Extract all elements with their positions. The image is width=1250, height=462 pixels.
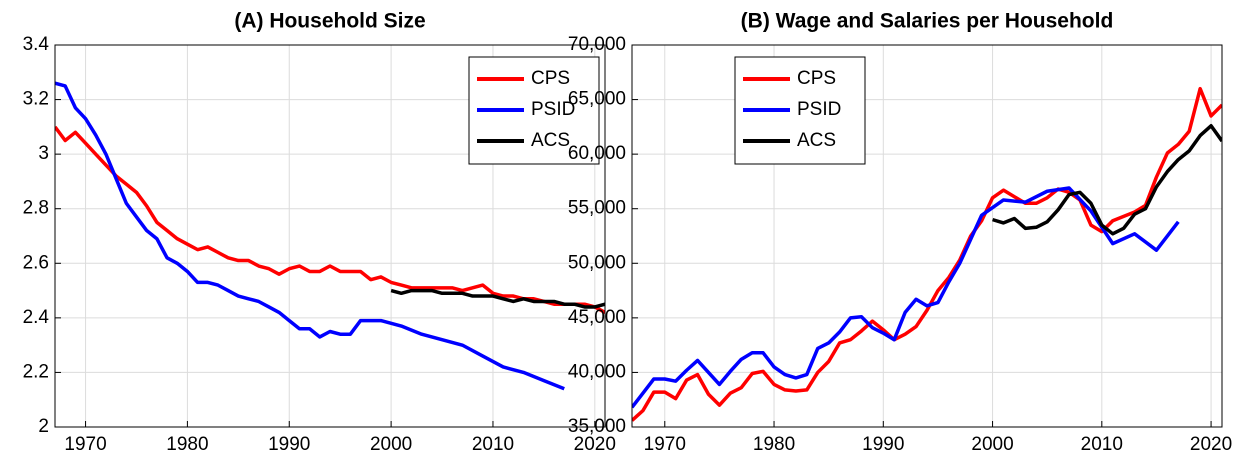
y-tick-label: 3.4 — [23, 34, 50, 55]
chart-title: (A) Household Size — [234, 10, 425, 33]
y-tick-label: 40,000 — [568, 361, 626, 382]
axes-box — [54, 44, 606, 428]
x-tick-label: 1990 — [862, 434, 904, 455]
x-tick-label: 2010 — [472, 434, 514, 455]
x-tick-label: 2020 — [1190, 434, 1232, 455]
data-line — [390, 288, 605, 309]
y-tick-label: 3.2 — [23, 89, 49, 110]
data-line — [55, 125, 605, 314]
data-line — [992, 124, 1222, 236]
x-tick-label: 2010 — [1081, 434, 1123, 455]
y-tick-label: 2.6 — [23, 252, 49, 273]
plot-area — [632, 45, 1222, 427]
series-group — [55, 81, 605, 391]
data-line — [632, 86, 1222, 422]
y-tick-label: 45,000 — [568, 307, 626, 328]
x-tick-label: 2000 — [971, 434, 1013, 455]
y-tick-label: 55,000 — [568, 198, 626, 219]
x-tick-label: 1990 — [268, 434, 310, 455]
series-group — [632, 86, 1222, 422]
data-line — [632, 186, 1180, 409]
x-tick-label: 2000 — [370, 434, 412, 455]
legend-label: ACS — [797, 130, 836, 151]
legend-label: CPS — [797, 68, 836, 89]
panel: (A) Household Size 2 2.2 2.4 2.6 2.8 3 3.2 3.4 19… — [23, 10, 616, 455]
y-tick-label: 35,000 — [568, 416, 626, 437]
x-tick-label: 1980 — [753, 434, 795, 455]
x-tick-label: 1970 — [644, 434, 686, 455]
axes-box — [631, 44, 1223, 428]
y-tick-label: 2.8 — [23, 198, 49, 219]
legend-box — [468, 56, 600, 165]
x-tick-label: 1970 — [64, 434, 106, 455]
y-tick-label: 60,000 — [568, 143, 626, 164]
x-tick-label: 1980 — [166, 434, 208, 455]
legend-label: CPS — [531, 68, 570, 89]
y-tick-label: 3 — [38, 143, 49, 164]
y-tick-label: 65,000 — [568, 89, 626, 110]
legend-box — [734, 56, 866, 165]
panel: (B) Wage and Salaries per Household 35,00… — [568, 10, 1232, 455]
legend-label: ACS — [531, 130, 570, 151]
legend-label: PSID — [531, 99, 575, 120]
y-tick-label: 2.4 — [23, 307, 50, 328]
y-tick-label: 50,000 — [568, 252, 626, 273]
y-tick-label: 2.2 — [23, 361, 49, 382]
data-line — [55, 81, 565, 391]
y-tick-label: 70,000 — [568, 34, 626, 55]
legend-label: PSID — [797, 99, 841, 120]
y-tick-label: 2 — [38, 416, 49, 437]
chart-title: (B) Wage and Salaries per Household — [741, 10, 1114, 33]
x-tick-label: 2020 — [574, 434, 616, 455]
